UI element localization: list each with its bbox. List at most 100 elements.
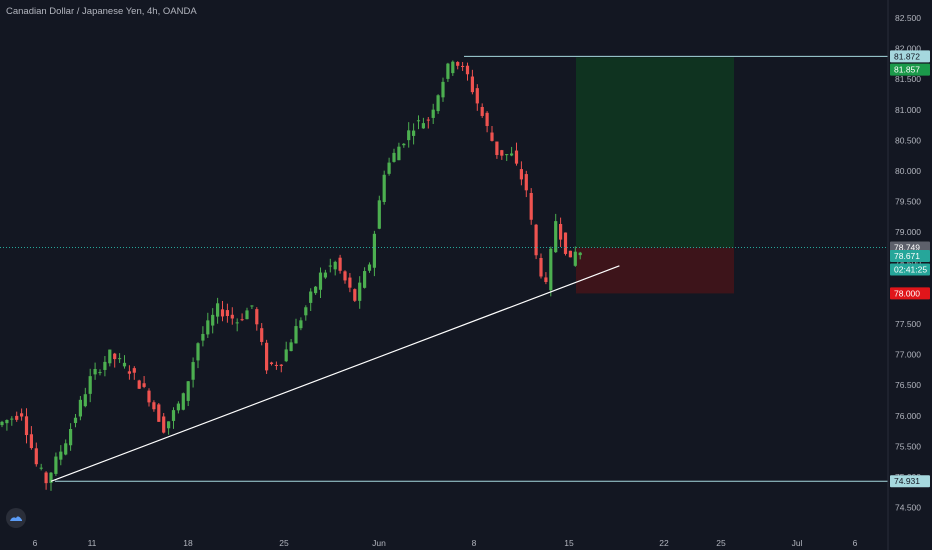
candle-body	[294, 326, 298, 344]
candle-body	[441, 81, 445, 98]
y-tick-label: 76.500	[895, 380, 921, 390]
stop-tag-bg	[890, 287, 930, 300]
candle-body	[78, 399, 82, 417]
x-tick-label: 11	[88, 538, 97, 548]
candle-body	[304, 307, 308, 316]
candle-body	[461, 65, 465, 67]
candle-body	[274, 364, 278, 366]
candle-body	[196, 343, 200, 361]
candle-body	[201, 333, 205, 341]
symbol-title: Canadian Dollar / Japanese Yen, 4h, OAND…	[6, 6, 197, 17]
candle-body	[0, 421, 4, 426]
last-price-tag-bg	[890, 250, 930, 263]
x-tick-label: 18	[183, 538, 193, 548]
candle-body	[318, 272, 323, 290]
loss-zone	[576, 247, 734, 294]
price-axis[interactable]: 74.50075.00075.50076.00076.50077.00077.5…	[895, 13, 921, 513]
x-tick-label: 6	[853, 538, 858, 548]
candle-body	[505, 154, 509, 156]
candle-body	[44, 472, 48, 484]
candle-body	[216, 303, 220, 317]
candle-body	[162, 416, 166, 433]
candle-body	[431, 109, 435, 118]
target-tag-bg	[890, 63, 930, 76]
candle-body	[446, 63, 450, 79]
candle-body	[284, 349, 288, 362]
x-tick-label: 15	[564, 538, 574, 548]
countdown-tag: 02:41:25	[894, 264, 927, 274]
low-level-tag-bg	[890, 475, 930, 488]
candle-body	[20, 413, 24, 417]
candle-body	[113, 353, 117, 360]
drawing-lines	[0, 55, 888, 482]
candle-body	[255, 309, 259, 325]
candle-body	[338, 257, 342, 271]
candle-body	[333, 261, 337, 270]
candle-body	[382, 174, 386, 203]
candle-body	[421, 123, 425, 129]
candle-body	[514, 150, 519, 164]
candle-body	[524, 174, 528, 191]
candle-body	[230, 314, 234, 319]
candle-body	[314, 286, 318, 294]
candle-body	[64, 443, 68, 455]
candle-body	[269, 362, 274, 365]
candle-body	[59, 451, 63, 460]
time-axis[interactable]: 6 11 18 25 Jun 8 15 22 25 Jul 6	[33, 538, 858, 548]
candle-body	[265, 342, 269, 371]
candle-body	[260, 328, 264, 342]
target-tag: 81.857	[894, 65, 920, 75]
candle-body	[573, 251, 577, 266]
candle-body	[426, 119, 430, 121]
trendline	[50, 265, 620, 482]
candle-body	[34, 448, 38, 465]
candle-body	[387, 162, 391, 174]
candle-body	[372, 233, 376, 268]
candle-body	[240, 319, 244, 321]
candle-body	[69, 429, 73, 446]
y-tick-label: 80.000	[895, 166, 921, 176]
candle-body	[510, 153, 514, 156]
candle-body	[348, 277, 352, 288]
high-level-tag: 81.872	[894, 51, 920, 61]
candle-body	[470, 76, 474, 93]
candle-body	[534, 224, 538, 256]
candle-body	[142, 383, 146, 387]
candle-body	[485, 112, 489, 127]
candle-body	[412, 130, 416, 136]
x-tick-label: 25	[279, 538, 289, 548]
candle-body	[24, 416, 29, 436]
candle-body	[358, 282, 362, 301]
candle-body	[343, 271, 347, 281]
candle-body	[544, 277, 548, 283]
candle-body	[171, 410, 176, 421]
candle-body	[127, 371, 131, 374]
candle-body	[10, 418, 14, 420]
candle-body	[475, 88, 479, 104]
candle-body	[250, 305, 254, 307]
candle-body	[519, 169, 523, 180]
candle-body	[157, 404, 161, 422]
candle-body	[568, 250, 572, 258]
x-tick-label: 6	[33, 538, 38, 548]
x-tick-label: Jun	[372, 538, 386, 548]
candle-body	[353, 289, 357, 301]
tradingview-logo-icon[interactable]	[6, 508, 26, 528]
candle-body	[103, 361, 107, 370]
candle-body	[211, 314, 215, 326]
candle-body	[152, 402, 156, 410]
candlesticks	[0, 60, 582, 491]
candle-body	[456, 62, 460, 66]
candle-body	[289, 342, 293, 352]
candle-body	[132, 368, 136, 373]
candle-body	[559, 223, 563, 240]
candle-body	[176, 403, 180, 411]
candle-body	[220, 309, 225, 317]
candle-body	[39, 467, 43, 469]
candle-body	[377, 200, 381, 229]
candle-body	[5, 420, 9, 424]
candle-body	[49, 472, 53, 483]
low-level-tag: 74.931	[894, 476, 920, 486]
y-tick-label: 81.000	[895, 105, 921, 115]
